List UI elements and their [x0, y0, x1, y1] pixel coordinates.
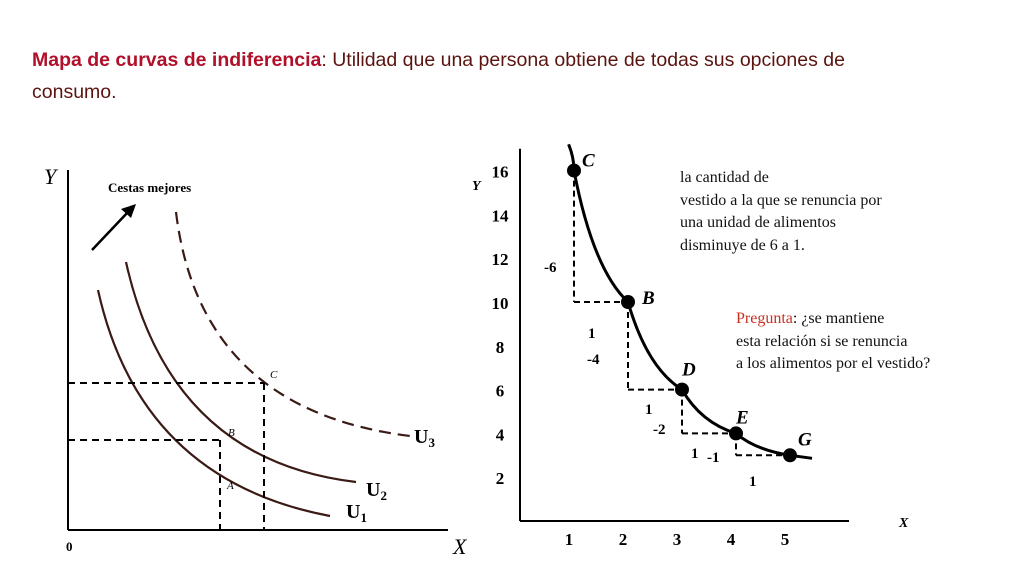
x-tick-label: 5: [781, 530, 790, 549]
point-e-marker: [729, 426, 743, 441]
point-c-marker: [567, 163, 581, 178]
right-y-axis-label: Y: [472, 179, 482, 194]
curve-u3: [174, 211, 411, 438]
right-x-axis-label: X: [898, 516, 909, 531]
point-b-label: B: [228, 427, 235, 439]
arrow-head-icon: [121, 204, 136, 218]
step-dx-label: 1: [691, 446, 699, 462]
question-label: Pregunta: [736, 310, 793, 327]
point-d-label: D: [681, 360, 696, 381]
curve-u1: [96, 289, 331, 518]
left-x-axis-label: X: [452, 534, 468, 559]
title-highlight: Mapa de curvas de indiferencia: [32, 49, 322, 71]
step-dy-label: -2: [653, 422, 666, 438]
curve-u3-label: U3: [414, 426, 435, 450]
curve-u2: [124, 261, 357, 484]
title-rest: : Utilidad que una persona obtiene de to…: [32, 49, 845, 103]
step-dy-label: -4: [587, 352, 600, 368]
better-baskets-label: Cestas mejores: [108, 180, 191, 195]
note-line: disminuye de 6 a 1.: [680, 236, 805, 254]
x-tick-label: 1: [565, 530, 574, 549]
y-tick-label: 8: [496, 338, 505, 357]
left-y-axis-label: Y: [44, 164, 59, 189]
explanation-note: la cantidad de vestido a la que se renun…: [680, 167, 882, 257]
point-b-label: B: [641, 288, 655, 309]
point-c-label: C: [582, 151, 595, 172]
question-line: a los alimentos por el vestido?: [736, 355, 931, 372]
note-line: una unidad de alimentos: [680, 214, 836, 231]
y-tick-label: 10: [492, 294, 509, 313]
question-note: Pregunta: ¿se mantiene esta relación si …: [736, 308, 930, 376]
x-tick-label: 2: [619, 530, 628, 549]
left-origin-label: 0: [66, 539, 73, 554]
x-tick-label: 4: [727, 530, 736, 549]
point-b-marker: [621, 295, 635, 309]
y-tick-label: 4: [496, 425, 505, 444]
step-dx-label: 1: [588, 326, 596, 342]
point-a-label: A: [226, 480, 234, 492]
better-baskets-arrow: [91, 211, 129, 251]
y-tick-label: 6: [496, 382, 505, 401]
x-tick-label: 3: [673, 530, 682, 549]
question-line: esta relación si se renuncia: [736, 332, 908, 350]
y-tick-label: 16: [492, 163, 509, 182]
curve-u2-label: U2: [366, 479, 387, 503]
y-tick-label: 12: [492, 250, 509, 269]
point-g-label: G: [798, 429, 812, 450]
page-title: Mapa de curvas de indiferencia: Utilidad…: [32, 44, 932, 108]
step-dy-label: -6: [544, 260, 557, 276]
step-dx-label: 1: [749, 474, 757, 490]
curve-u1-label: U1: [346, 501, 367, 525]
step-dy-label: -1: [707, 450, 720, 466]
y-tick-label: 2: [496, 469, 505, 488]
note-line: la cantidad de: [680, 169, 769, 186]
step-dx-label: 1: [645, 402, 653, 418]
point-c-label: C: [270, 369, 278, 381]
point-g-marker: [783, 448, 797, 463]
question-line: Pregunta: ¿se mantiene: [736, 310, 885, 327]
point-e-label: E: [735, 407, 749, 428]
point-d-marker: [675, 382, 689, 397]
y-tick-label: 14: [492, 206, 510, 225]
note-line: vestido a la que se renuncia por: [680, 191, 882, 209]
